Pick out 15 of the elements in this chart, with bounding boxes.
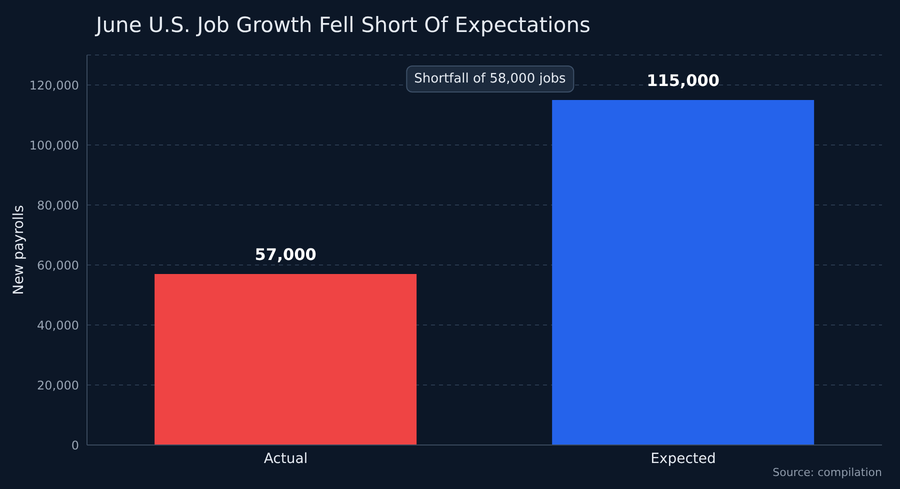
y-tick-label: 80,000 xyxy=(37,198,79,212)
y-tick-label: 20,000 xyxy=(37,378,79,392)
source-note: Source: compilation xyxy=(772,466,882,479)
data-label: 115,000 xyxy=(646,71,720,90)
chart-title: June U.S. Job Growth Fell Short Of Expectations xyxy=(96,13,590,37)
x-tick-label: Actual xyxy=(264,450,308,467)
y-axis-title: New payrolls xyxy=(10,205,27,295)
y-tick-label: 60,000 xyxy=(37,258,79,272)
annotation: Shortfall of 58,000 jobs xyxy=(406,66,574,92)
x-tick-label: Expected xyxy=(650,450,716,467)
y-tick-label: 0 xyxy=(71,438,79,452)
y-tick-label: 100,000 xyxy=(29,138,79,152)
data-label: 57,000 xyxy=(254,245,316,264)
y-tick-label: 40,000 xyxy=(37,318,79,332)
y-tick-label: 120,000 xyxy=(29,78,79,92)
